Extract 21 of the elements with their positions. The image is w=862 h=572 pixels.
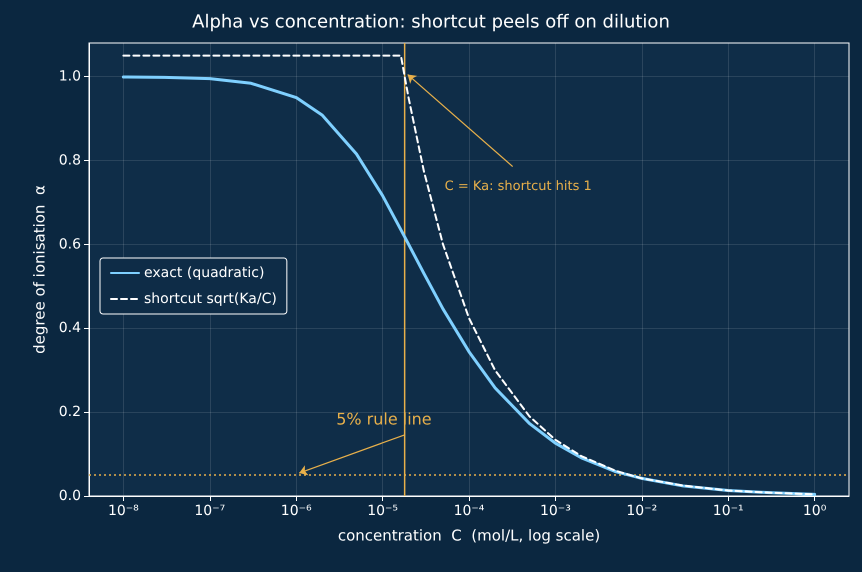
x-tick-label: 10⁻¹ xyxy=(712,503,744,519)
x-tick-label: 10⁰ xyxy=(802,503,827,519)
y-axis-title: degree of ionisation α xyxy=(30,185,48,354)
x-tick-label: 10⁻² xyxy=(626,503,658,519)
y-tick-label: 0.0 xyxy=(58,488,81,504)
x-axis-title: concentration C (mol/L, log scale) xyxy=(338,526,600,544)
y-tick-label: 1.0 xyxy=(58,68,81,85)
x-tick-label: 10⁻⁶ xyxy=(280,503,312,519)
chart-title: Alpha vs concentration: shortcut peels off on dilution xyxy=(192,12,670,32)
x-tick-label: 10⁻⁵ xyxy=(367,503,398,519)
legend-label: shortcut sqrt(Ka/C) xyxy=(144,291,277,307)
x-tick-label: 10⁻⁸ xyxy=(108,503,140,519)
x-tick-label: 10⁻⁴ xyxy=(454,503,485,519)
y-tick-label: 0.2 xyxy=(58,404,81,420)
y-tick-label: 0.4 xyxy=(58,320,82,336)
y-tick-label: 0.8 xyxy=(58,152,81,168)
x-tick-label: 10⁻⁷ xyxy=(194,503,226,519)
annotation: C = Ka: shortcut hits 1 xyxy=(444,179,592,194)
x-tick-label: 10⁻³ xyxy=(540,503,571,519)
legend-label: exact (quadratic) xyxy=(144,265,264,281)
y-tick-label: 0.6 xyxy=(58,236,82,252)
